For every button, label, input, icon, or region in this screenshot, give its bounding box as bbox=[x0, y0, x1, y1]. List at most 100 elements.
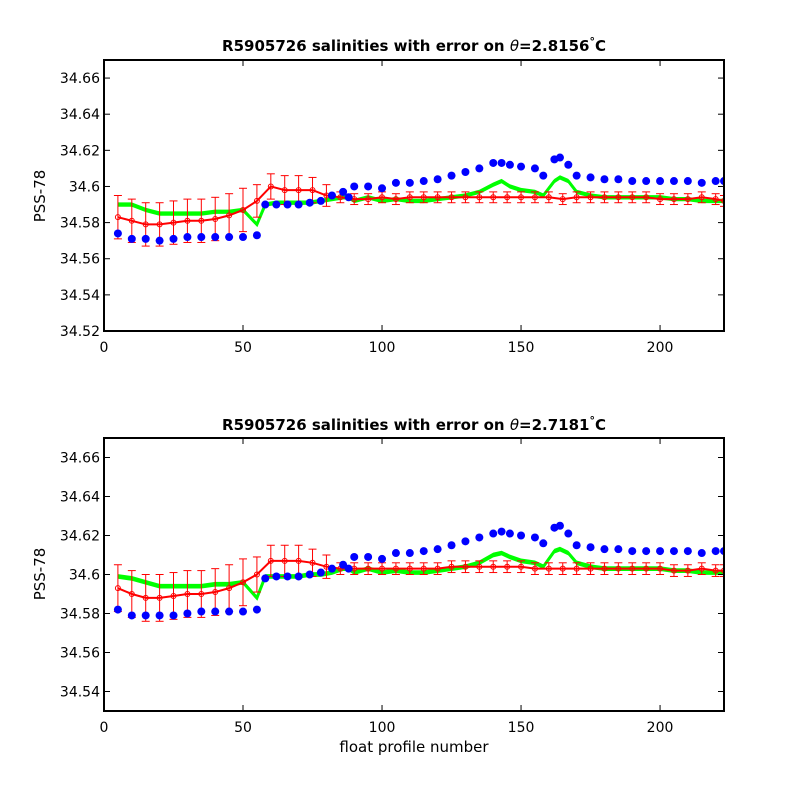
y-tick-label: 34.52 bbox=[60, 324, 100, 340]
blue-marker bbox=[294, 572, 303, 581]
blue-marker bbox=[327, 564, 336, 573]
red-marker bbox=[212, 215, 219, 222]
red-marker bbox=[698, 194, 705, 201]
x-axis-label: float profile number bbox=[339, 738, 489, 756]
x-tick-label: 50 bbox=[234, 340, 252, 356]
red-marker bbox=[531, 194, 538, 201]
y-axis-label: PSS-78 bbox=[31, 548, 49, 601]
blue-marker bbox=[364, 552, 373, 561]
red-marker bbox=[240, 206, 247, 213]
blue-marker bbox=[530, 164, 539, 173]
x-tick-label: 50 bbox=[234, 720, 252, 736]
blue-marker bbox=[497, 527, 506, 536]
red-marker bbox=[253, 197, 260, 204]
blue-marker bbox=[539, 171, 548, 180]
y-tick-label: 34.64 bbox=[60, 107, 100, 123]
red-marker bbox=[684, 196, 691, 203]
y-tick-label: 34.62 bbox=[60, 529, 100, 545]
blue-marker bbox=[127, 234, 136, 243]
red-marker bbox=[406, 565, 413, 572]
red-marker bbox=[114, 214, 121, 221]
blue-marker bbox=[339, 187, 348, 196]
red-marker bbox=[462, 563, 469, 570]
red-marker bbox=[309, 187, 316, 194]
y-tick-label: 34.64 bbox=[60, 490, 100, 506]
red-marker bbox=[462, 194, 469, 201]
blue-marker bbox=[378, 184, 387, 193]
red-marker bbox=[698, 565, 705, 572]
blue-marker bbox=[405, 549, 414, 558]
y-tick-label: 34.56 bbox=[60, 646, 100, 662]
red-marker bbox=[406, 194, 413, 201]
chart-title: R5905726 salinities with error on θ=2.81… bbox=[222, 35, 606, 55]
blue-marker bbox=[683, 547, 692, 556]
blue-marker bbox=[572, 171, 581, 180]
red-marker bbox=[629, 194, 636, 201]
blue-marker bbox=[252, 605, 261, 614]
blue-marker bbox=[433, 175, 442, 184]
red-marker bbox=[712, 567, 719, 574]
blue-marker bbox=[447, 541, 456, 550]
red-marker bbox=[518, 563, 525, 570]
y-tick-label: 34.66 bbox=[60, 71, 100, 87]
blue-marker bbox=[391, 178, 400, 187]
blue-marker bbox=[113, 605, 122, 614]
x-tick-label: 0 bbox=[100, 720, 109, 736]
red-marker bbox=[365, 565, 372, 572]
red-marker bbox=[587, 565, 594, 572]
blue-marker bbox=[261, 200, 270, 209]
red-marker bbox=[643, 194, 650, 201]
blue-marker bbox=[364, 182, 373, 191]
red-marker bbox=[670, 196, 677, 203]
y-tick-label: 34.6 bbox=[69, 568, 100, 584]
axes-box bbox=[103, 59, 725, 332]
y-tick-label: 34.54 bbox=[60, 288, 100, 304]
red-marker bbox=[365, 196, 372, 203]
blue-marker bbox=[614, 545, 623, 554]
blue-marker bbox=[614, 175, 623, 184]
red-marker bbox=[657, 565, 664, 572]
blue-marker bbox=[183, 609, 192, 618]
red-marker bbox=[476, 563, 483, 570]
y-tick-label: 34.66 bbox=[60, 451, 100, 467]
blue-marker bbox=[155, 236, 164, 245]
blue-marker bbox=[586, 173, 595, 182]
red-marker bbox=[128, 217, 135, 224]
blue-marker bbox=[642, 177, 651, 186]
x-tick-label: 200 bbox=[647, 720, 674, 736]
blue-marker bbox=[628, 547, 637, 556]
blue-marker bbox=[564, 160, 573, 169]
red-marker bbox=[267, 557, 274, 564]
blue-marker bbox=[327, 191, 336, 200]
blue-marker bbox=[294, 200, 303, 209]
blue-marker bbox=[305, 570, 314, 579]
red-marker bbox=[476, 194, 483, 201]
red-marker bbox=[184, 591, 191, 597]
red-marker bbox=[198, 217, 205, 224]
red-marker bbox=[212, 589, 219, 596]
blue-marker bbox=[316, 196, 325, 205]
blue-marker bbox=[505, 160, 514, 169]
red-marker bbox=[420, 565, 427, 572]
red-marker bbox=[337, 194, 344, 201]
red-marker bbox=[601, 565, 608, 572]
red-marker bbox=[295, 187, 302, 194]
red-marker bbox=[545, 565, 552, 572]
blue-marker bbox=[141, 234, 150, 243]
blue-marker bbox=[555, 521, 564, 530]
red-marker bbox=[531, 565, 538, 572]
red-marker bbox=[721, 567, 724, 574]
red-marker bbox=[253, 571, 260, 578]
y-tick-label: 34.58 bbox=[60, 216, 100, 232]
y-tick-label: 34.62 bbox=[60, 143, 100, 159]
chart-title: R5905726 salinities with error on θ=2.71… bbox=[222, 414, 606, 434]
red-marker bbox=[448, 563, 455, 570]
blue-marker bbox=[350, 182, 359, 191]
red-line bbox=[117, 559, 724, 599]
red-marker bbox=[615, 565, 622, 572]
blue-marker bbox=[669, 177, 678, 186]
red-marker bbox=[448, 194, 455, 201]
blue-marker bbox=[316, 568, 325, 577]
red-marker bbox=[712, 196, 719, 203]
blue-marker bbox=[530, 533, 539, 542]
